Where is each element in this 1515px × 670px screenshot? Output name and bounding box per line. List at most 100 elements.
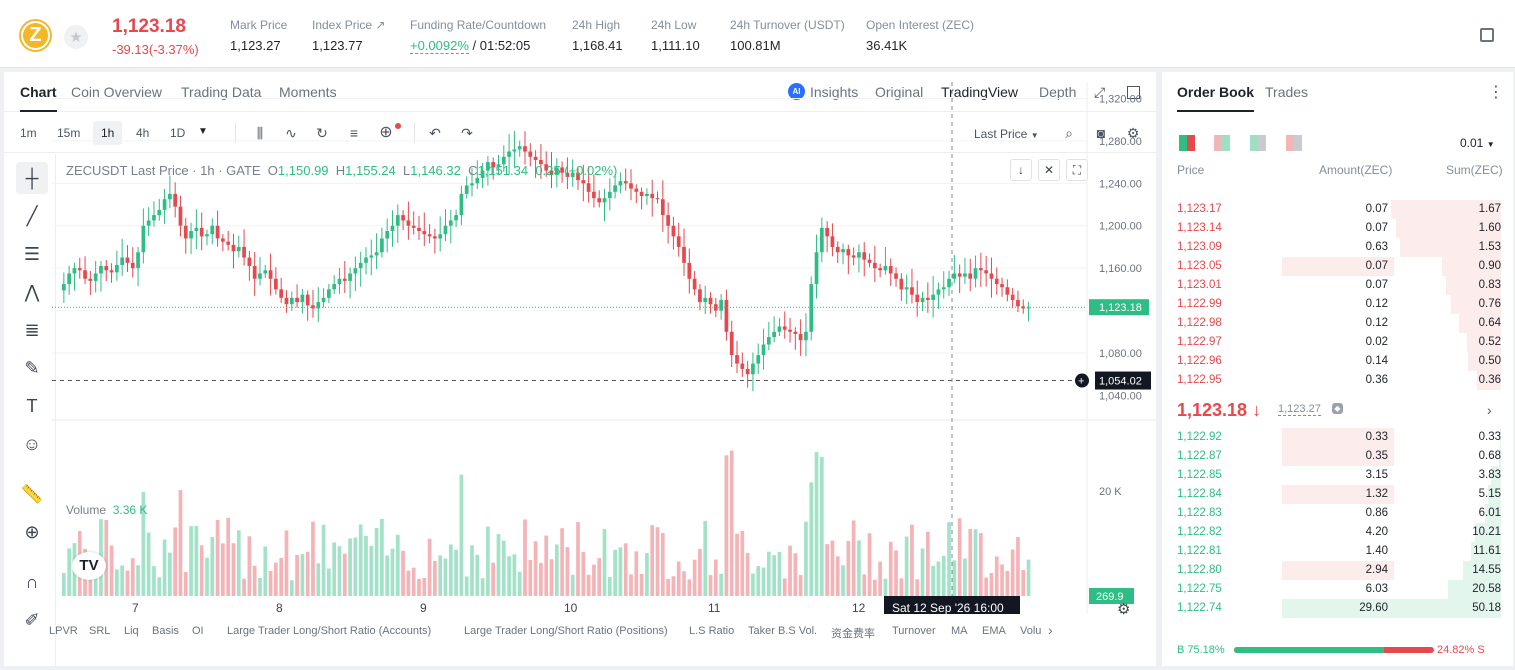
bid-row[interactable]: 1,122.74 29.60 50.18 (1162, 599, 1513, 618)
candle (395, 204, 400, 244)
cell-p: 1,123.14 (1177, 222, 1222, 234)
fib-tool-icon[interactable]: ≣ (24, 319, 40, 340)
bid-row[interactable]: 1,122.83 0.86 6.01 (1162, 504, 1513, 523)
bid-row[interactable]: 1,122.85 3.15 3.83 (1162, 466, 1513, 485)
ask-row[interactable]: 1,123.17 0.07 1.67 (1162, 200, 1513, 219)
candle (486, 155, 490, 186)
indicator-5[interactable]: Large Trader Long/Short Ratio (Accounts) (227, 625, 432, 637)
ask-row[interactable]: 1,122.96 0.14 0.50 (1162, 352, 1513, 371)
indicator-3[interactable]: Basis (152, 625, 179, 637)
layout-both-icon[interactable] (1179, 135, 1195, 151)
pencil-tool-icon[interactable]: ✐ (24, 609, 40, 630)
bid-row[interactable]: 1,122.84 1.32 5.15 (1162, 485, 1513, 504)
volume-bar (284, 530, 289, 596)
zoom-tool-icon[interactable]: ⊕ (24, 521, 40, 542)
bid-row[interactable]: 1,122.92 0.33 0.33 (1162, 428, 1513, 447)
indicator-0[interactable]: LPVR (49, 625, 78, 637)
ask-row[interactable]: 1,122.95 0.36 0.36 (1162, 371, 1513, 390)
add-indicator-icon[interactable]: ⊕ (379, 124, 393, 141)
indicators-icon[interactable]: ∿ (285, 125, 297, 141)
text-tool-icon[interactable]: T (26, 395, 38, 416)
buy-sell-ratio-bar (1234, 647, 1434, 653)
templates-icon[interactable]: ≡ (349, 125, 359, 141)
search-icon[interactable]: ⌕ (1065, 125, 1073, 141)
view-insights[interactable]: Insights (810, 84, 859, 100)
ask-row[interactable]: 1,123.14 0.07 1.60 (1162, 219, 1513, 238)
tab-trades[interactable]: Trades (1265, 84, 1309, 100)
collapse-icon[interactable]: ✕ (1038, 159, 1060, 181)
indicator-9[interactable]: 资金费率 (831, 628, 875, 640)
tab-moments[interactable]: Moments (279, 84, 337, 100)
interval-15m[interactable]: 15m (57, 126, 81, 140)
trend-line-tool-icon[interactable]: ╱ (26, 205, 38, 226)
brush-tool-icon[interactable]: ✎ (24, 357, 40, 378)
tab-coin-overview[interactable]: Coin Overview (71, 84, 163, 100)
layout-bids-icon[interactable] (1250, 135, 1266, 151)
candlestick-chart[interactable]: 1,320.00 1,280.00 1,240.00 1,200.00 1,160.00… (52, 82, 1156, 614)
ask-row[interactable]: 1,122.99 0.12 0.76 (1162, 295, 1513, 314)
indicator-4[interactable]: OI (192, 625, 204, 637)
layout-asks-only-icon[interactable] (1286, 135, 1302, 151)
pattern-tool-icon[interactable]: ⋀ (24, 281, 40, 302)
redo-icon[interactable]: ↷ (461, 125, 473, 141)
favorite-star-icon[interactable]: ★ (64, 25, 88, 49)
horizontal-lines-tool-icon[interactable]: ☰ (23, 243, 41, 264)
fullscreen-icon[interactable]: ⛶ (1066, 159, 1088, 181)
depth-bar (1485, 504, 1501, 523)
volume-bar (560, 528, 564, 596)
bid-row[interactable]: 1,122.80 2.94 14.55 (1162, 561, 1513, 580)
interval-1d[interactable]: 1D (170, 126, 186, 140)
expand-icon[interactable]: ⤢ (1094, 84, 1106, 100)
layout-asks-icon[interactable] (1214, 135, 1230, 151)
volume-bar (910, 524, 914, 596)
magnet-tool-icon[interactable]: ∩ (25, 571, 39, 592)
view-depth[interactable]: Depth (1039, 84, 1077, 100)
x-tick-label: 7 (132, 601, 139, 614)
volume-last-label: 269.9 (1096, 591, 1124, 603)
indicator-6[interactable]: Large Trader Long/Short Ratio (Positions… (464, 625, 668, 637)
tab-chart[interactable]: Chart (20, 84, 57, 112)
indicator-10[interactable]: Turnover (892, 625, 936, 637)
book-icon[interactable] (1480, 28, 1494, 42)
indicator-13[interactable]: Volu (1020, 625, 1042, 637)
price-type-select[interactable]: Last Price ▼ (974, 127, 1039, 141)
chevron-right-icon[interactable]: › (1487, 402, 1492, 418)
interval-dropdown-icon[interactable]: ▼ (198, 126, 208, 137)
indicator-2[interactable]: Liq (124, 625, 139, 637)
ask-row[interactable]: 1,123.05 0.07 0.90 (1162, 257, 1513, 276)
indicator-7[interactable]: L.S Ratio (689, 625, 735, 637)
ask-row[interactable]: 1,122.98 0.12 0.64 (1162, 314, 1513, 333)
tab-order-book[interactable]: Order Book (1177, 84, 1255, 112)
gear-icon[interactable]: ⚙ (1126, 125, 1140, 141)
chart-settings-icon[interactable]: ⚙ (1117, 601, 1131, 618)
indicator-12[interactable]: EMA (982, 625, 1006, 637)
candle-type-icon[interactable]: ⫼ (256, 125, 264, 141)
indicator-1[interactable]: SRL (89, 625, 111, 637)
ruler-tool-icon[interactable]: 📏 (20, 483, 44, 504)
more-menu-icon[interactable]: ⋮ (1488, 84, 1504, 101)
tick-size-select[interactable]: 0.01 ▼ (1460, 136, 1495, 150)
interval-4h[interactable]: 4h (136, 126, 150, 140)
window-icon[interactable] (1127, 86, 1140, 99)
ask-row[interactable]: 1,122.97 0.02 0.52 (1162, 333, 1513, 352)
bid-row[interactable]: 1,122.87 0.35 0.68 (1162, 447, 1513, 466)
interval-1m[interactable]: 1m (20, 126, 37, 140)
tab-trading-data[interactable]: Trading Data (181, 84, 262, 100)
indicator-8[interactable]: Taker B.S Vol. (748, 625, 818, 637)
view-tradingview[interactable]: TradingView (941, 84, 1019, 100)
bid-row[interactable]: 1,122.81 1.40 11.61 (1162, 542, 1513, 561)
view-original[interactable]: Original (875, 84, 924, 100)
indicator-scroll-icon[interactable]: › (1048, 622, 1053, 638)
bid-row[interactable]: 1,122.82 4.20 10.21 (1162, 523, 1513, 542)
bid-row[interactable]: 1,122.75 6.03 20.58 (1162, 580, 1513, 599)
replay-icon[interactable]: ↻ (316, 125, 328, 141)
candle (947, 270, 951, 297)
ask-row[interactable]: 1,123.09 0.63 1.53 (1162, 238, 1513, 257)
scroll-down-icon[interactable]: ↓ (1010, 159, 1032, 181)
camera-icon[interactable]: ◙ (1096, 125, 1106, 141)
emoji-tool-icon[interactable]: ☺ (22, 433, 42, 454)
undo-icon[interactable]: ↶ (429, 125, 441, 141)
ask-row[interactable]: 1,123.01 0.07 0.83 (1162, 276, 1513, 295)
indicator-11[interactable]: MA (951, 625, 968, 637)
crosshair-tool-icon[interactable]: ┼ (16, 162, 48, 194)
